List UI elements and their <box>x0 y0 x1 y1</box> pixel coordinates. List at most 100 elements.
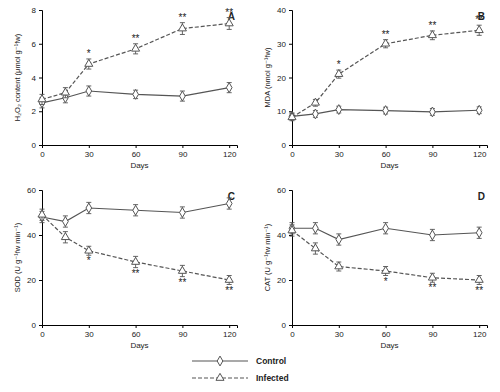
y-tick-mark <box>289 44 292 45</box>
panel-title: D <box>478 191 485 202</box>
marker <box>335 69 343 76</box>
error-cap <box>313 254 318 255</box>
y-tick-mark <box>289 325 292 326</box>
significance: * <box>384 276 388 287</box>
marker <box>180 91 186 101</box>
x-tick: 0 <box>290 145 295 159</box>
marker <box>288 226 296 233</box>
y-tick-label: 60 <box>277 186 286 195</box>
y-axis: 0204060 <box>277 186 292 330</box>
marker <box>132 257 140 264</box>
y-tick-label: 40 <box>277 6 286 15</box>
y-tick-label: 0 <box>32 321 37 330</box>
marker <box>311 244 319 251</box>
x-tick-mark <box>182 145 183 148</box>
x-tick-label: 30 <box>335 150 344 159</box>
x-tick-mark <box>89 325 90 328</box>
marker <box>226 199 232 209</box>
error-cap <box>86 69 91 70</box>
marker <box>38 210 46 217</box>
error-bar <box>180 207 185 218</box>
figure: 030609012002468DaysH₂O₂ content (μmol g⁻… <box>0 0 500 392</box>
marker <box>86 86 92 96</box>
plot-area <box>38 18 233 108</box>
y-tick: 4 <box>32 74 42 83</box>
y-tick-label: 10 <box>277 107 286 116</box>
x-tick: 60 <box>132 325 141 339</box>
y-tick-mark <box>39 44 42 45</box>
error-bar <box>313 223 318 234</box>
error-bar <box>477 227 482 238</box>
marker <box>85 246 93 253</box>
y-tick: 20 <box>27 276 42 285</box>
x-axis-line <box>43 326 238 329</box>
y-tick-mark <box>39 10 42 11</box>
x-axis: 0306090120 <box>290 145 487 159</box>
significance: ** <box>475 285 483 296</box>
x-axis: 0306090120 <box>40 145 237 159</box>
significance: * <box>87 255 91 266</box>
y-tick: 0 <box>32 321 42 330</box>
marker <box>428 273 436 280</box>
significance: ** <box>429 20 437 31</box>
marker <box>336 105 342 115</box>
y-tick-label: 0 <box>32 141 37 150</box>
x-tick-label: 60 <box>132 330 141 339</box>
significance: ** <box>179 12 187 23</box>
y-tick: 8 <box>32 6 42 15</box>
error-bar <box>227 83 232 93</box>
legend-label: Infected <box>256 373 289 383</box>
y-tick-label: 30 <box>277 40 286 49</box>
series-line <box>42 215 229 280</box>
x-tick-mark <box>89 145 90 148</box>
x-tick-label: 60 <box>382 330 391 339</box>
x-tick-mark <box>229 145 230 148</box>
x-axis-line <box>293 146 488 149</box>
y-tick-label: 20 <box>27 276 36 285</box>
x-tick-label: 60 <box>132 150 141 159</box>
error-bar <box>133 205 138 216</box>
error-cap <box>180 34 185 35</box>
marker <box>225 19 233 26</box>
x-axis-line <box>293 326 488 329</box>
significance: ** <box>225 7 233 18</box>
marker <box>476 228 482 238</box>
x-tick-mark <box>479 145 480 148</box>
marker <box>178 266 186 273</box>
x-tick-label: 120 <box>473 330 487 339</box>
x-tick-mark <box>386 145 387 148</box>
significance: ** <box>132 268 140 279</box>
y-axis-line <box>39 11 43 146</box>
marker <box>383 223 389 233</box>
x-tick: 120 <box>473 325 487 339</box>
x-axis: 0306090120 <box>290 325 487 339</box>
marker <box>225 275 233 282</box>
legend-item: Control <box>192 356 286 366</box>
x-tick-label: 30 <box>335 330 344 339</box>
error-bar <box>86 202 91 213</box>
error-bar <box>227 198 232 209</box>
error-bar <box>63 216 68 227</box>
y-tick-mark <box>289 280 292 281</box>
x-axis: 0306090120 <box>40 325 237 339</box>
error-cap <box>63 242 68 243</box>
marker <box>382 39 390 46</box>
marker <box>85 59 93 66</box>
x-tick: 90 <box>178 145 187 159</box>
error-cap <box>40 220 45 221</box>
x-tick: 30 <box>85 325 94 339</box>
marker <box>63 217 69 227</box>
error-bar <box>86 86 91 96</box>
legend-marker <box>216 373 224 380</box>
y-axis: 0204060 <box>27 186 42 330</box>
x-axis-title: Days <box>380 341 398 350</box>
y-tick: 40 <box>277 6 292 15</box>
significance: ** <box>132 33 140 44</box>
y-axis-title: MDA (nmol g⁻¹fw) <box>263 47 272 107</box>
significance: ** <box>382 29 390 40</box>
error-cap <box>227 29 232 30</box>
y-axis-title: CAT (U g⁻¹fw min⁻¹) <box>263 223 272 291</box>
x-tick: 30 <box>335 325 344 339</box>
marker <box>383 106 389 116</box>
legend-label: Control <box>256 356 286 366</box>
